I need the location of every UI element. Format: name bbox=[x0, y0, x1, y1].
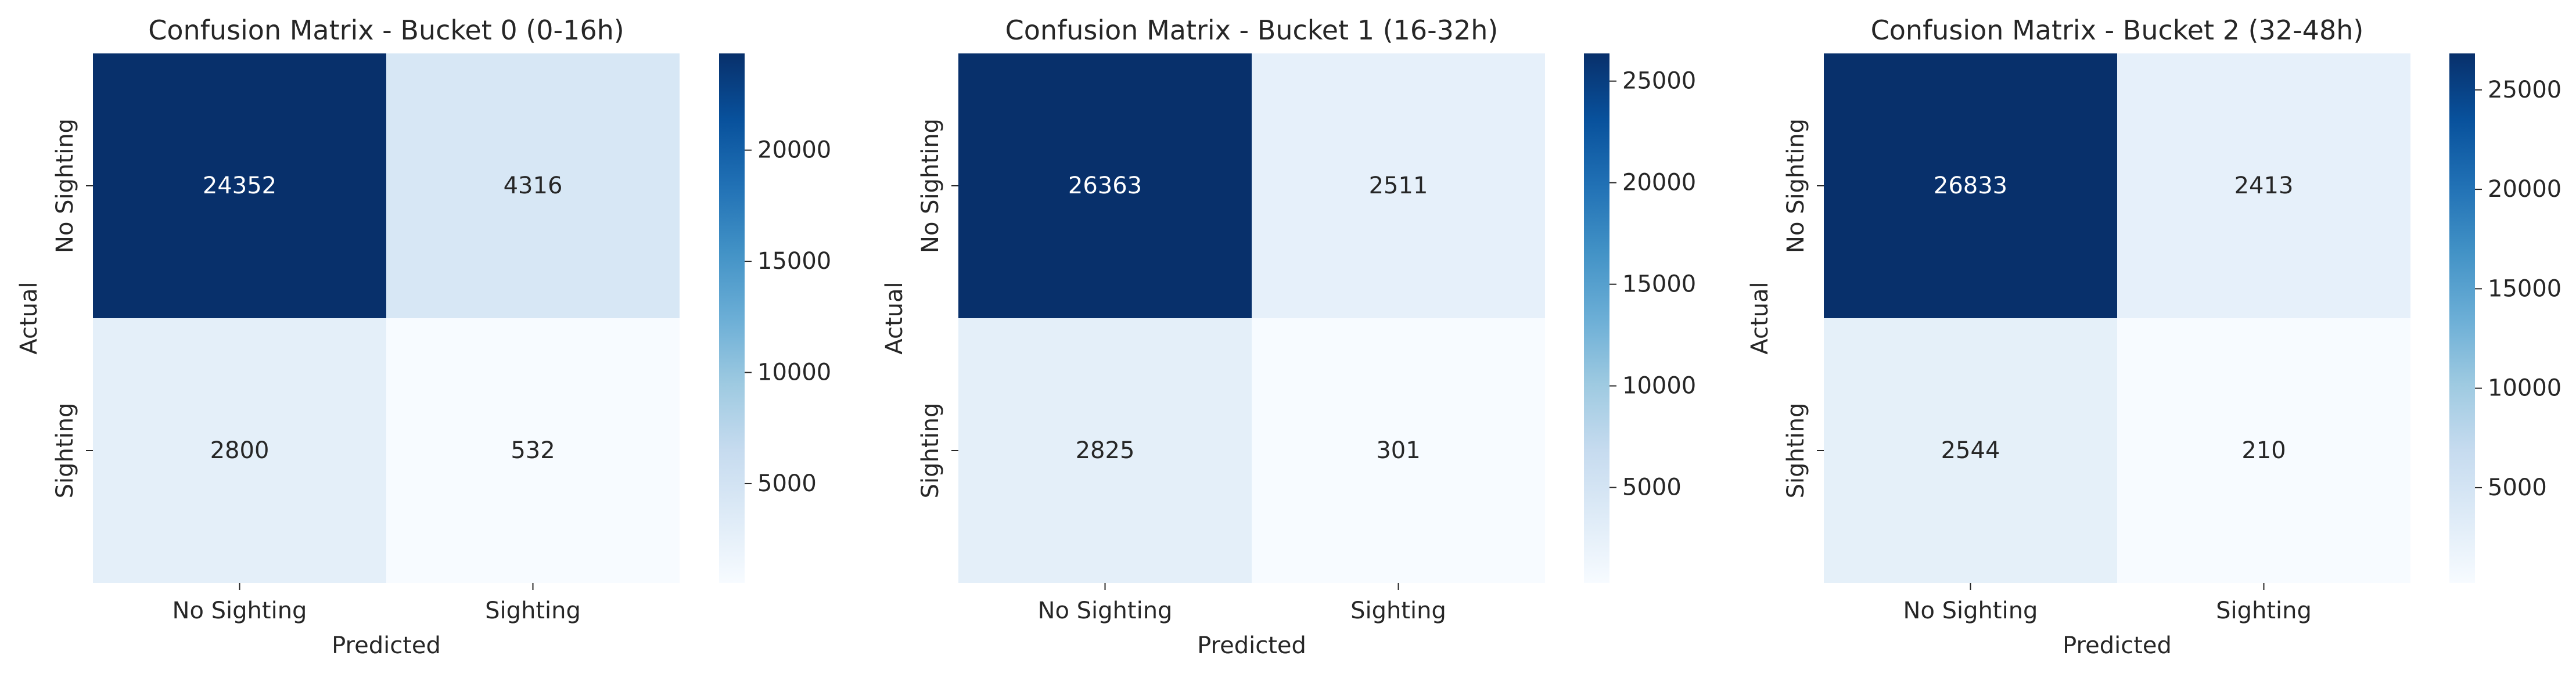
colorbar bbox=[719, 53, 745, 583]
colorbar-tick-label: 15000 bbox=[2488, 275, 2561, 302]
cell-value-label: 2825 bbox=[1076, 437, 1135, 464]
chart-title: Confusion Matrix - Bucket 0 (0-16h) bbox=[148, 15, 624, 46]
heatmap-cell bbox=[2117, 318, 2410, 583]
x-axis-label: Predicted bbox=[1197, 632, 1306, 659]
cell-value-label: 2511 bbox=[1369, 172, 1428, 199]
chart-title: Confusion Matrix - Bucket 2 (32-48h) bbox=[1871, 15, 2364, 46]
colorbar-tick-label: 15000 bbox=[1622, 271, 1696, 298]
y-tick-label: Sighting bbox=[1783, 403, 1809, 499]
heatmap-cell bbox=[386, 53, 680, 318]
chart-title: Confusion Matrix - Bucket 1 (16-32h) bbox=[1005, 15, 1499, 46]
x-axis-label: Predicted bbox=[332, 632, 441, 659]
heatmap-cell bbox=[386, 318, 680, 583]
x-tick-label: Sighting bbox=[1350, 597, 1446, 624]
heatmap-cell bbox=[1824, 53, 2117, 318]
x-tick-label: Sighting bbox=[485, 597, 581, 624]
colorbar bbox=[2449, 53, 2475, 583]
cell-value-label: 532 bbox=[511, 437, 555, 464]
heatmap-panel-0: Confusion Matrix - Bucket 0 (0-16h) 24352… bbox=[16, 15, 831, 659]
colorbar-tick-label: 25000 bbox=[1622, 68, 1696, 95]
colorbar-tick-label: 5000 bbox=[1622, 474, 1682, 501]
cell-value-label: 4316 bbox=[504, 172, 563, 199]
colorbar-tick-label: 10000 bbox=[757, 359, 831, 386]
colorbar-tick-label: 20000 bbox=[2488, 176, 2561, 203]
colorbar-tick-label: 5000 bbox=[2488, 474, 2547, 501]
cell-value-label: 24352 bbox=[203, 172, 276, 199]
y-axis-label: Actual bbox=[881, 282, 908, 354]
cell-value-label: 26363 bbox=[1068, 172, 1142, 199]
cell-value-label: 301 bbox=[1376, 437, 1420, 464]
colorbar-tick-label: 25000 bbox=[2488, 77, 2561, 103]
heatmap-panel-1: Confusion Matrix - Bucket 1 (16-32h) 2636… bbox=[881, 15, 1696, 659]
x-tick-label: No Sighting bbox=[173, 597, 307, 624]
heatmap-cell bbox=[1252, 318, 1545, 583]
colorbar-tick-label: 10000 bbox=[2488, 375, 2561, 402]
y-axis-label: Actual bbox=[16, 282, 42, 354]
y-tick-label: No Sighting bbox=[1783, 118, 1809, 253]
y-tick-label: Sighting bbox=[52, 403, 78, 499]
heatmap-cell bbox=[1824, 318, 2117, 583]
heatmap-cell bbox=[958, 318, 1252, 583]
cell-value-label: 2413 bbox=[2234, 172, 2294, 199]
cell-value-label: 26833 bbox=[1934, 172, 2007, 199]
x-tick-label: No Sighting bbox=[1903, 597, 2038, 624]
y-tick-label: Sighting bbox=[917, 403, 944, 499]
y-tick-label: No Sighting bbox=[917, 118, 944, 253]
colorbar-tick-label: 5000 bbox=[757, 470, 817, 497]
colorbar-tick-label: 20000 bbox=[1622, 170, 1696, 196]
y-axis-label: Actual bbox=[1747, 282, 1773, 354]
heatmap-cell bbox=[2117, 53, 2410, 318]
x-axis-label: Predicted bbox=[2063, 632, 2172, 659]
colorbar-tick-label: 15000 bbox=[757, 248, 831, 275]
heatmap-cell bbox=[93, 318, 386, 583]
heatmap-cell bbox=[958, 53, 1252, 318]
colorbar-tick-label: 10000 bbox=[1622, 373, 1696, 399]
heatmap-panel-2: Confusion Matrix - Bucket 2 (32-48h) 2683… bbox=[1747, 15, 2561, 659]
cell-value-label: 2800 bbox=[210, 437, 270, 464]
x-tick-label: Sighting bbox=[2216, 597, 2312, 624]
x-tick-label: No Sighting bbox=[1038, 597, 1173, 624]
y-tick-label: No Sighting bbox=[52, 118, 78, 253]
cell-value-label: 2544 bbox=[1941, 437, 2000, 464]
heatmap-cell bbox=[93, 53, 386, 318]
cell-value-label: 210 bbox=[2241, 437, 2286, 464]
colorbar bbox=[1584, 53, 1609, 583]
colorbar-tick-label: 20000 bbox=[757, 137, 831, 164]
heatmap-cell bbox=[1252, 53, 1545, 318]
